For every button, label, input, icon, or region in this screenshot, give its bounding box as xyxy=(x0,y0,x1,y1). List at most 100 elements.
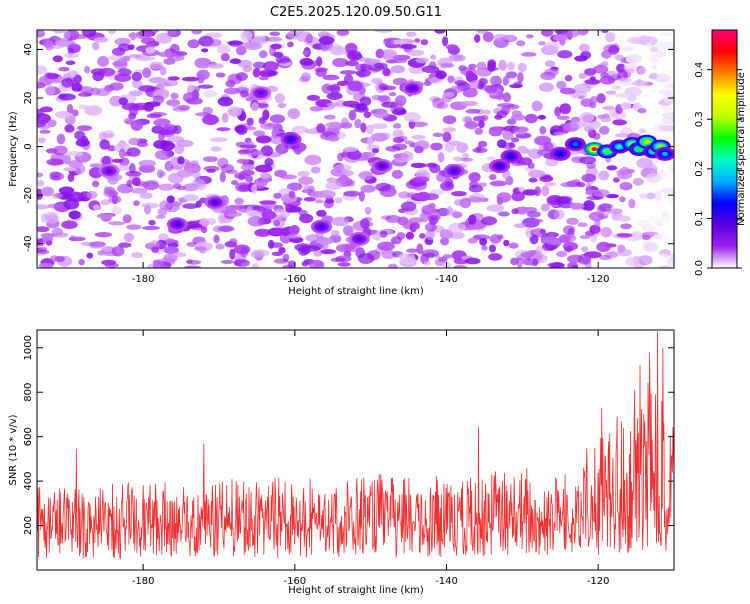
heatmap-cell xyxy=(446,206,453,216)
heatmap-cell xyxy=(306,94,321,101)
heatmap-cell xyxy=(167,76,180,81)
heatmap-cell xyxy=(216,44,231,54)
heatmap-cell xyxy=(563,225,576,235)
heatmap-cell xyxy=(534,186,542,197)
heatmap-cell xyxy=(46,158,64,166)
heatmap-cell xyxy=(339,174,349,181)
heatmap-cell xyxy=(584,79,601,85)
heatmap-cell xyxy=(163,246,179,255)
heatmap-cell xyxy=(542,236,559,244)
heatmap-cell xyxy=(40,213,48,223)
heatmap-cell xyxy=(39,129,51,134)
heatmap-cell xyxy=(436,207,450,217)
heatmap-cell xyxy=(493,33,508,42)
heatmap-cell xyxy=(235,45,247,56)
heatmap-cell xyxy=(108,221,126,226)
heatmap-cell xyxy=(323,199,334,209)
heatmap-cell xyxy=(583,200,595,211)
heatmap-cell xyxy=(632,33,642,39)
heatmap-cell xyxy=(316,123,326,134)
heatmap-cell xyxy=(454,199,464,206)
heatmap-cell xyxy=(602,105,615,111)
snr-x-axis: -180 -160 -140 -120 xyxy=(132,330,610,587)
x-tick-label: -180 xyxy=(132,274,155,285)
heatmap-cell xyxy=(92,41,100,51)
heatmap-hotspot xyxy=(280,132,302,147)
heatmap-cell xyxy=(544,182,557,187)
heatmap-cell xyxy=(596,93,606,104)
heatmap-cell xyxy=(487,156,496,161)
heatmap-cell xyxy=(540,71,556,81)
snr-plot-area xyxy=(37,330,674,570)
heatmap-cell xyxy=(309,259,325,268)
heatmap-hotspot-ring xyxy=(616,144,623,149)
heatmap-cell xyxy=(269,31,281,36)
heatmap-cell xyxy=(503,239,510,247)
heatmap-cell xyxy=(593,189,610,198)
heatmap-hotspot-ring xyxy=(591,147,598,151)
y-tick-label: 40 xyxy=(23,43,34,56)
heatmap-cell xyxy=(355,63,373,72)
heatmap-cell xyxy=(559,35,566,46)
heatmap-cell xyxy=(569,202,585,210)
heatmap-cell xyxy=(132,79,143,89)
heatmap-cell xyxy=(562,241,579,251)
heatmap-cell xyxy=(667,162,674,173)
heatmap-cell xyxy=(556,80,567,90)
heatmap-cell xyxy=(202,156,218,163)
heatmap-cell xyxy=(652,233,663,240)
heatmap-cell xyxy=(516,40,526,47)
heatmap-cell xyxy=(286,30,299,39)
heatmap-cell xyxy=(511,191,525,202)
heatmap-cell xyxy=(131,252,143,259)
heatmap-cell xyxy=(373,232,381,241)
heatmap-cell xyxy=(611,85,621,90)
heatmap-cell xyxy=(113,143,132,153)
heatmap-cell xyxy=(37,108,45,118)
heatmap-cell xyxy=(58,93,68,99)
heatmap-cell xyxy=(606,165,618,171)
heatmap-cell xyxy=(544,41,560,51)
heatmap-cell xyxy=(263,61,279,72)
heatmap-cell xyxy=(235,72,248,81)
heatmap-cell xyxy=(255,135,272,144)
heatmap-cell xyxy=(442,127,457,133)
heatmap-cell xyxy=(553,131,565,136)
y-tick-label: 0 xyxy=(23,143,34,149)
heatmap-cell xyxy=(118,148,126,159)
heatmap-cell xyxy=(446,44,459,51)
heatmap-cell xyxy=(366,124,374,135)
heatmap-cell xyxy=(123,55,131,62)
heatmap-cell xyxy=(600,227,613,238)
heatmap-hotspot-ring xyxy=(496,164,503,168)
heatmap-cell xyxy=(517,145,528,153)
heatmap-cell xyxy=(240,144,257,149)
snr-series-line xyxy=(37,331,674,560)
heatmap-cell xyxy=(219,171,226,183)
heatmap-cell xyxy=(184,265,202,268)
heatmap-cell xyxy=(442,131,452,143)
heatmap-cell xyxy=(528,169,546,178)
heatmap-cell xyxy=(654,73,671,83)
heatmap-cell xyxy=(177,156,185,165)
heatmap-cell xyxy=(142,180,160,191)
heatmap-cell xyxy=(286,233,302,239)
heatmap-cell xyxy=(65,60,76,66)
heatmap-cell xyxy=(373,62,388,69)
heatmap-cell xyxy=(663,129,674,139)
heatmap-cell xyxy=(559,103,572,115)
x-tick-label: -120 xyxy=(587,576,610,587)
heatmap-cell xyxy=(166,195,175,203)
heatmap-cell xyxy=(339,70,357,75)
heatmap-cell xyxy=(329,83,341,94)
heatmap-cell xyxy=(363,111,372,118)
heatmap-cell xyxy=(661,105,673,112)
heatmap-cell xyxy=(450,231,465,240)
heatmap-cell xyxy=(273,192,282,199)
heatmap-cell xyxy=(545,158,559,167)
heatmap-cell xyxy=(620,102,632,110)
heatmap-cell xyxy=(148,76,167,84)
heatmap-cell xyxy=(229,248,236,260)
heatmap-cell xyxy=(123,118,132,124)
heatmap-cell xyxy=(525,34,534,39)
